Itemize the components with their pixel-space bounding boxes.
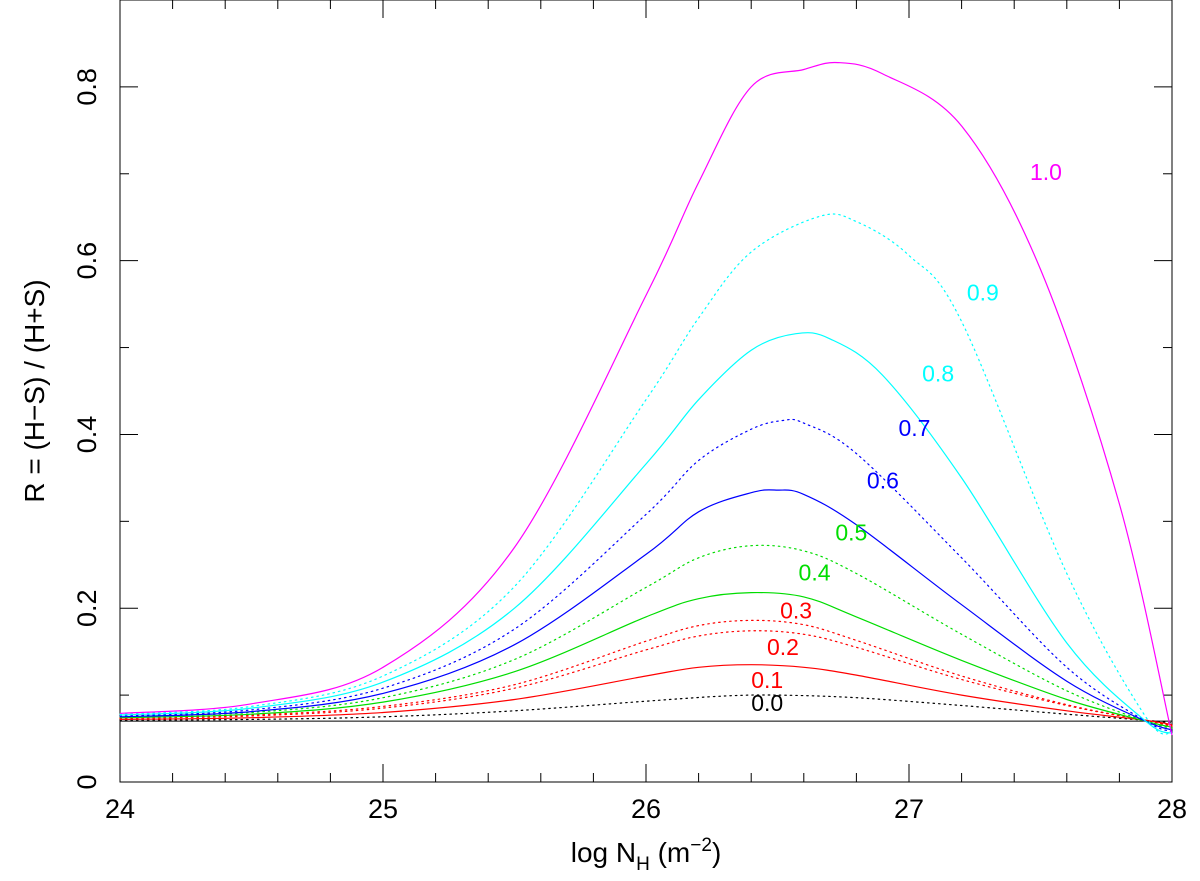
curve-0.7	[119, 418, 1173, 733]
x-tick-label: 25	[368, 794, 398, 824]
y-tick-label: 0.2	[72, 589, 102, 627]
curve-label-0.2: 0.2	[767, 634, 799, 660]
curve-label-0.5: 0.5	[835, 519, 867, 545]
x-tick-label: 24	[105, 794, 135, 824]
y-axis-title: R = (H−S) / (H+S)	[19, 279, 50, 502]
x-tick-label: 28	[1157, 794, 1187, 824]
curve-label-0.7: 0.7	[898, 415, 930, 441]
curve-0.3	[119, 619, 1173, 727]
axis-tick-labels: 24 25 26 27 28 0 0.2 0.4 0.6 0.8	[72, 68, 1187, 824]
curve-0.9	[119, 213, 1173, 735]
y-tick-label: 0.4	[72, 416, 102, 454]
x-tick-label: 26	[631, 794, 661, 824]
plot-frame	[119, 0, 1173, 783]
axis-ticks	[119, 0, 1173, 783]
curve-label-1.0: 1.0	[1030, 159, 1062, 185]
curve-label-0.9: 0.9	[967, 280, 999, 306]
curve-label-0.1: 0.1	[751, 667, 783, 693]
curve-0.5	[119, 544, 1173, 729]
y-tick-label: 0.6	[72, 242, 102, 280]
curve-0.2	[119, 630, 1173, 727]
curves	[119, 61, 1173, 736]
curve-0.1	[119, 664, 1173, 726]
x-axis-title: log NH (m−2)	[571, 835, 722, 875]
curve-0.6	[119, 489, 1173, 731]
x-tick-label: 27	[894, 794, 924, 824]
y-tick-label: 0.8	[72, 68, 102, 106]
curve-label-0.8: 0.8	[922, 360, 954, 386]
curve-label-0.4: 0.4	[799, 559, 831, 585]
curve-label-0.3: 0.3	[780, 598, 812, 624]
y-tick-label: 0	[72, 774, 102, 789]
curve-label-0.6: 0.6	[867, 467, 899, 493]
curve-0.4	[119, 591, 1173, 728]
curve-label-0.0: 0.0	[751, 690, 783, 716]
curve-0.8	[119, 332, 1173, 734]
curve-0.0	[119, 694, 1173, 724]
curve-1.0	[119, 61, 1173, 736]
curve-labels: 0.00.1 0.2 0.3 0.40.50.6 0.7 0.8 0.9 1.0	[751, 159, 1062, 716]
